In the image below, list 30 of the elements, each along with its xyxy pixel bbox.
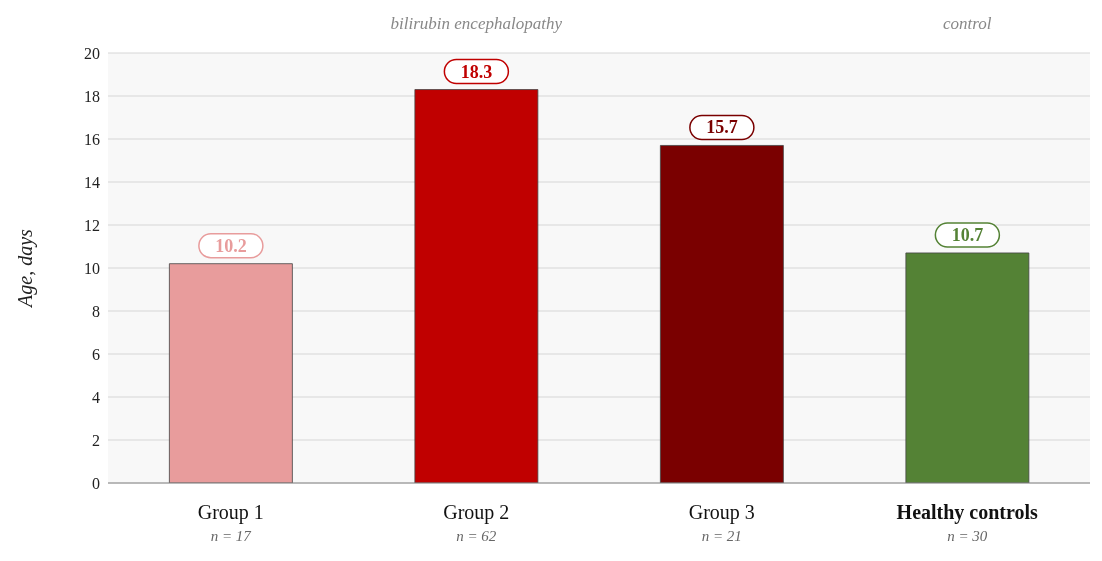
y-tick-label: 10: [84, 259, 100, 277]
bar: [414, 89, 539, 483]
y-tick-label: 14: [84, 173, 100, 191]
y-tick-label: 6: [92, 345, 100, 363]
x-tick-label: Healthy controls: [896, 501, 1039, 524]
data-label: 18.3: [460, 61, 493, 82]
y-tick-label: 8: [92, 302, 100, 320]
bar: [659, 145, 784, 483]
data-label: 15.7: [706, 117, 738, 138]
text: n = 17: [210, 528, 253, 544]
y-tick-label: 12: [84, 216, 100, 234]
text: n = 21: [701, 528, 742, 544]
data-label: 10.2: [215, 235, 247, 256]
data-label: 10.7: [951, 224, 984, 245]
y-axis-title: Age, days: [14, 228, 38, 309]
text: control: [942, 14, 993, 34]
text: n = 30: [947, 528, 988, 544]
x-tick-label: Group 1: [197, 501, 264, 524]
y-tick-label: 4: [92, 388, 100, 406]
x-tick-label: Group 3: [688, 501, 755, 524]
bar: [168, 263, 293, 483]
bar: [905, 252, 1030, 483]
y-tick-label: 16: [84, 130, 100, 148]
y-tick-label: 0: [92, 474, 100, 492]
y-tick-label: 2: [92, 431, 100, 449]
text: bilirubin encephalopathy: [389, 14, 563, 34]
y-tick-label: 18: [84, 87, 100, 105]
y-tick-label: 20: [84, 44, 100, 62]
text: n = 62: [456, 528, 497, 544]
x-tick-label: Group 2: [443, 501, 510, 524]
